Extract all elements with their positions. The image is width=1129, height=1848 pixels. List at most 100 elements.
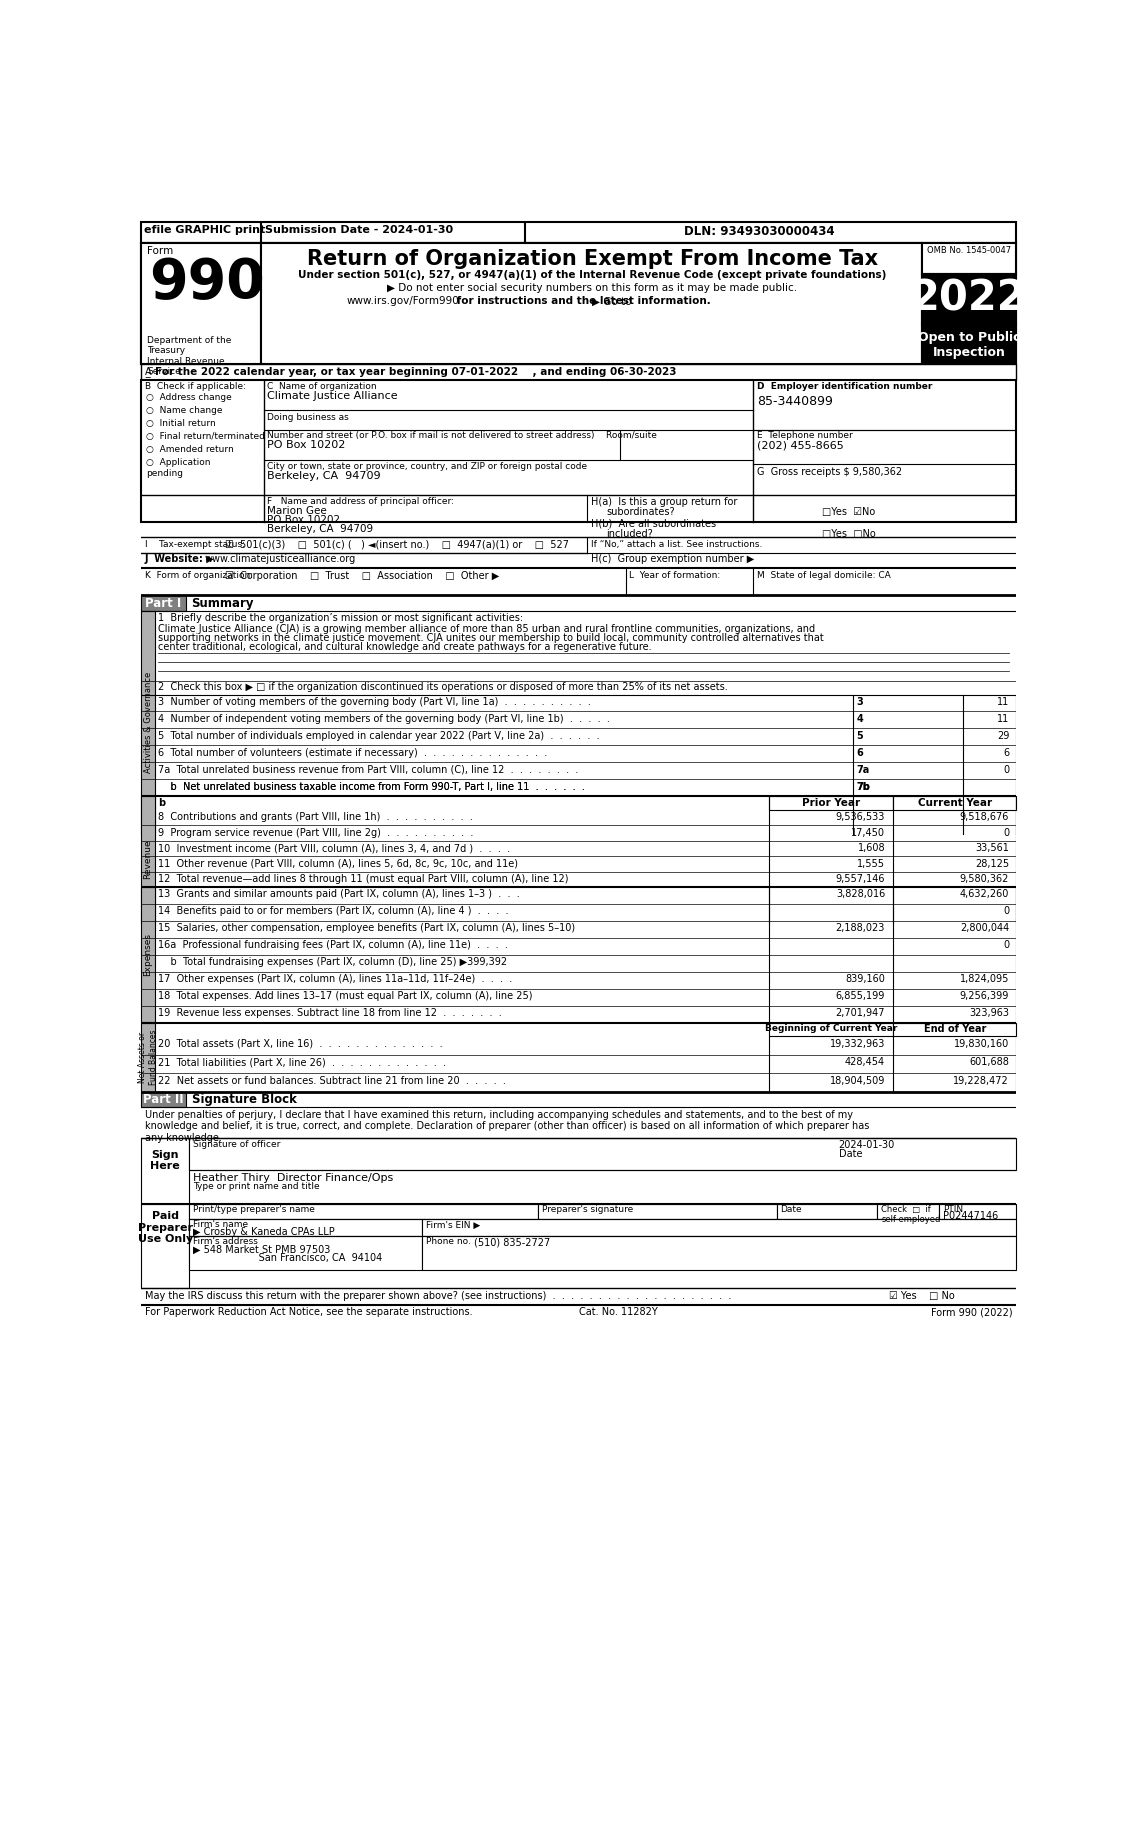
Text: www.climatejusticealliance.org: www.climatejusticealliance.org (204, 554, 356, 564)
Text: Submission Date - 2024-01-30: Submission Date - 2024-01-30 (265, 225, 453, 235)
Text: J  Website: ▶: J Website: ▶ (145, 554, 215, 564)
Text: 323,963: 323,963 (969, 1007, 1009, 1018)
Text: Expenses: Expenses (143, 933, 152, 976)
Text: ☑  Corporation    □  Trust    □  Association    □  Other ▶: ☑ Corporation □ Trust □ Association □ Ot… (225, 571, 499, 580)
Text: for instructions and the latest information.: for instructions and the latest informat… (453, 296, 710, 307)
Bar (190, 1138, 1016, 1170)
Text: (202) 455-8665: (202) 455-8665 (758, 440, 844, 451)
Text: www.irs.gov/Form990: www.irs.gov/Form990 (347, 296, 460, 307)
Text: PO Box 10202: PO Box 10202 (266, 440, 345, 449)
Bar (261, 244, 922, 364)
Text: Prior Year: Prior Year (802, 798, 860, 808)
Text: Doing business as: Doing business as (266, 412, 349, 421)
Text: 601,688: 601,688 (970, 1057, 1009, 1066)
Text: 1,555: 1,555 (857, 859, 885, 869)
Text: San Francisco, CA  94104: San Francisco, CA 94104 (193, 1253, 383, 1262)
Text: Number and street (or P.O. box if mail is not delivered to street address)    Ro: Number and street (or P.O. box if mail i… (266, 431, 657, 440)
Text: included?: included? (606, 529, 653, 540)
Text: 7b: 7b (857, 782, 870, 791)
Text: Climate Justice Alliance (CJA) is a growing member alliance of more than 85 urba: Climate Justice Alliance (CJA) is a grow… (158, 625, 815, 634)
Bar (141, 379, 1016, 521)
Text: May the IRS discuss this return with the preparer shown above? (see instructions: May the IRS discuss this return with the… (145, 1290, 732, 1301)
Text: 0: 0 (1003, 828, 1009, 837)
Text: 7a: 7a (857, 765, 869, 774)
Text: G  Gross receipts $ 9,580,362: G Gross receipts $ 9,580,362 (758, 466, 902, 477)
Text: 85-3440899: 85-3440899 (758, 395, 833, 408)
Text: Print/type preparer's name: Print/type preparer's name (193, 1205, 315, 1214)
Text: 2,701,947: 2,701,947 (835, 1007, 885, 1018)
Text: Preparer's signature: Preparer's signature (542, 1205, 633, 1214)
Text: ▶ Crosby & Kaneda CPAs LLP: ▶ Crosby & Kaneda CPAs LLP (193, 1227, 335, 1238)
Bar (777, 1203, 877, 1220)
Text: 11  Other revenue (Part VIII, column (A), lines 5, 6d, 8c, 9c, 10c, and 11e): 11 Other revenue (Part VIII, column (A),… (158, 859, 518, 869)
Text: Date: Date (780, 1205, 802, 1214)
Text: Form 990 (2022): Form 990 (2022) (930, 1308, 1013, 1318)
Text: ▶ Do not enter social security numbers on this form as it may be made public.: ▶ Do not enter social security numbers o… (387, 283, 797, 294)
Text: 9,580,362: 9,580,362 (960, 874, 1009, 883)
Text: 6  Total number of volunteers (estimate if necessary)  .  .  .  .  .  .  .  .  .: 6 Total number of volunteers (estimate i… (158, 748, 548, 758)
Text: efile GRAPHIC print: efile GRAPHIC print (145, 225, 265, 235)
Bar (922, 323, 1016, 364)
Bar (877, 1203, 939, 1220)
Bar (769, 796, 893, 809)
Text: City or town, state or province, country, and ZIP or foreign postal code: City or town, state or province, country… (266, 462, 587, 471)
Bar (141, 244, 261, 364)
Bar (141, 1092, 186, 1107)
Text: 19,332,963: 19,332,963 (830, 1039, 885, 1048)
Text: 22  Net assets or fund balances. Subtract line 21 from line 20  .  .  .  .  .: 22 Net assets or fund balances. Subtract… (158, 1076, 506, 1085)
Text: 3  Number of voting members of the governing body (Part VI, line 1a)  .  .  .  .: 3 Number of voting members of the govern… (158, 697, 592, 706)
Bar (141, 595, 186, 610)
Text: 3: 3 (857, 697, 864, 706)
Text: ▶ 548 Market St PMB 97503: ▶ 548 Market St PMB 97503 (193, 1246, 331, 1255)
Text: ○  Name change: ○ Name change (146, 407, 222, 414)
Text: 21  Total liabilities (Part X, line 26)  .  .  .  .  .  .  .  .  .  .  .  .  .: 21 Total liabilities (Part X, line 26) .… (158, 1057, 446, 1066)
Bar (190, 1220, 421, 1236)
Text: 9,256,399: 9,256,399 (960, 991, 1009, 1002)
Text: Heather Thiry  Director Finance/Ops: Heather Thiry Director Finance/Ops (193, 1173, 393, 1183)
Bar (893, 1022, 1016, 1037)
Text: 4: 4 (857, 713, 864, 724)
Text: 0: 0 (1003, 906, 1009, 917)
Text: Net Assets or
Fund Balances: Net Assets or Fund Balances (139, 1029, 158, 1085)
Text: Form: Form (147, 246, 174, 257)
Text: Department of the
Treasury
Internal Revenue
Service: Department of the Treasury Internal Reve… (147, 336, 231, 375)
Text: 17  Other expenses (Part IX, column (A), lines 11a–11d, 11f–24e)  .  .  .  .: 17 Other expenses (Part IX, column (A), … (158, 974, 513, 983)
Text: ▶ Go to: ▶ Go to (593, 296, 634, 307)
Text: Under penalties of perjury, I declare that I have examined this return, includin: Under penalties of perjury, I declare th… (145, 1109, 869, 1142)
Text: End of Year: End of Year (924, 1024, 986, 1035)
Text: Firm's name: Firm's name (193, 1220, 248, 1229)
Text: 13  Grants and similar amounts paid (Part IX, column (A), lines 1–3 )  .  .  .: 13 Grants and similar amounts paid (Part… (158, 889, 520, 900)
Bar (141, 569, 1016, 595)
Text: Firm's EIN ▶: Firm's EIN ▶ (426, 1220, 480, 1229)
Text: Phone no.: Phone no. (426, 1238, 471, 1246)
Text: 11: 11 (997, 713, 1009, 724)
Bar (141, 1203, 190, 1288)
Text: E  Telephone number: E Telephone number (758, 431, 854, 440)
Text: 18  Total expenses. Add lines 13–17 (must equal Part IX, column (A), line 25): 18 Total expenses. Add lines 13–17 (must… (158, 991, 533, 1002)
Text: 2  Check this box ▶ □ if the organization discontinued its operations or dispose: 2 Check this box ▶ □ if the organization… (158, 682, 728, 693)
Bar (893, 796, 1016, 809)
Text: Part II: Part II (143, 1094, 184, 1107)
Text: 1  Briefly describe the organization’s mission or most significant activities:: 1 Briefly describe the organization’s mi… (158, 614, 524, 623)
Text: 0: 0 (1003, 765, 1009, 774)
Text: 5  Total number of individuals employed in calendar year 2022 (Part V, line 2a) : 5 Total number of individuals employed i… (158, 730, 599, 741)
Bar (141, 796, 155, 924)
Text: 2,800,044: 2,800,044 (960, 924, 1009, 933)
Text: b  Net unrelated business taxable income from Form 990-T, Part I, line 11  .  . : b Net unrelated business taxable income … (158, 782, 585, 791)
Text: 11: 11 (997, 697, 1009, 706)
Text: F   Name and address of principal officer:: F Name and address of principal officer: (266, 497, 454, 506)
Text: 2,188,023: 2,188,023 (835, 924, 885, 933)
Text: 12  Total revenue—add lines 8 through 11 (must equal Part VIII, column (A), line: 12 Total revenue—add lines 8 through 11 … (158, 874, 569, 883)
Text: DLN: 93493030000434: DLN: 93493030000434 (684, 225, 834, 238)
Text: L  Year of formation:: L Year of formation: (629, 571, 720, 580)
Text: 1,824,095: 1,824,095 (960, 974, 1009, 983)
Text: B  Check if applicable:: B Check if applicable: (145, 383, 246, 392)
Bar (141, 1022, 155, 1092)
Text: 19,228,472: 19,228,472 (953, 1076, 1009, 1085)
Bar (537, 1203, 777, 1220)
Text: 9,557,146: 9,557,146 (835, 874, 885, 883)
Text: 20  Total assets (Part X, line 16)  .  .  .  .  .  .  .  .  .  .  .  .  .  .: 20 Total assets (Part X, line 16) . . . … (158, 1039, 443, 1048)
Text: H(b)  Are all subordinates: H(b) Are all subordinates (590, 519, 716, 529)
Bar (141, 244, 1016, 364)
Text: I    Tax-exempt status:: I Tax-exempt status: (145, 540, 245, 549)
